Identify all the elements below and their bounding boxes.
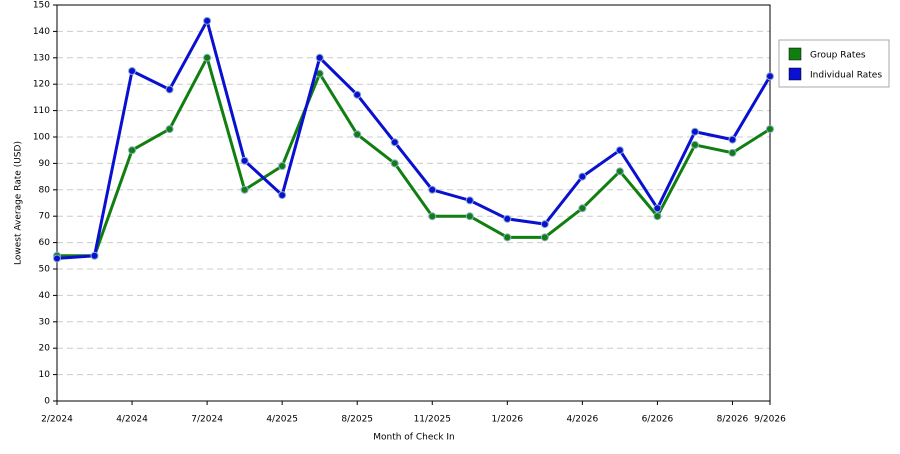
point [128, 67, 137, 75]
point [503, 214, 512, 223]
y-tick-label: 100 [33, 133, 50, 143]
y-tick-label: 140 [33, 27, 50, 37]
y-tick-label: 50 [39, 265, 51, 275]
legend-label: Group Rates [810, 51, 866, 61]
x-tick-label: 1/2026 [491, 415, 523, 425]
x-tick-label: 2/2024 [41, 415, 73, 425]
point [728, 135, 737, 144]
point [278, 191, 287, 200]
point [615, 146, 624, 155]
x-tick-label: 4/2026 [567, 415, 599, 425]
x-tick-label: 11/2025 [414, 415, 451, 425]
point [766, 72, 774, 81]
x-tick-label: 4/2025 [266, 415, 298, 425]
point [428, 185, 437, 194]
plot-frame [56, 4, 771, 402]
y-tick-label: 10 [39, 370, 51, 380]
y-tick-label: 120 [33, 80, 50, 90]
point [165, 125, 174, 134]
point [690, 127, 699, 136]
x-tick-label: 7/2024 [191, 415, 223, 425]
point [653, 204, 662, 213]
point [428, 212, 437, 221]
y-axis-label: Lowest Average Rate (USD) [14, 141, 24, 265]
x-tick-label: 6/2026 [642, 415, 674, 425]
point [390, 138, 399, 147]
point [165, 85, 174, 94]
y-tick-label: 70 [39, 212, 51, 222]
point [203, 53, 212, 62]
point [503, 233, 512, 242]
legend-label: Individual Rates [810, 71, 882, 81]
point [690, 140, 699, 149]
y-tick-label: 130 [33, 53, 50, 63]
x-tick-label: 4/2024 [116, 415, 148, 425]
series-line [57, 53, 771, 258]
point [465, 196, 474, 205]
point [465, 212, 474, 221]
y-tick-label: 60 [39, 238, 51, 248]
point [353, 130, 362, 139]
point [128, 146, 137, 155]
point [240, 185, 249, 194]
point [240, 156, 249, 165]
y-tick-label: 80 [39, 185, 51, 195]
legend-swatch [788, 67, 802, 81]
legend-swatch [788, 47, 802, 61]
y-tick-label: 0 [44, 397, 50, 407]
point [278, 162, 287, 171]
point [53, 254, 61, 263]
x-tick-label: 8/2026 [717, 415, 749, 425]
point [390, 159, 399, 168]
y-tick-label: 90 [39, 159, 51, 169]
y-tick-label: 40 [39, 291, 51, 301]
x-axis-label: Month of Check In [373, 433, 455, 443]
point [203, 16, 212, 25]
point [728, 148, 737, 157]
x-tick-label: 8/2025 [341, 415, 373, 425]
point [653, 212, 662, 221]
x-tick-label: 9/2026 [754, 415, 786, 425]
y-tick-label: 150 [33, 1, 50, 11]
point [578, 172, 587, 181]
point [540, 220, 549, 229]
point [353, 90, 362, 99]
y-tick-label: 20 [39, 344, 51, 354]
point [90, 251, 99, 260]
series-line [56, 16, 772, 260]
point [315, 53, 324, 62]
point [615, 167, 624, 176]
point [578, 204, 587, 213]
y-tick-label: 110 [33, 106, 50, 116]
y-tick-label: 30 [39, 317, 51, 327]
point [766, 125, 774, 134]
point [540, 233, 549, 242]
